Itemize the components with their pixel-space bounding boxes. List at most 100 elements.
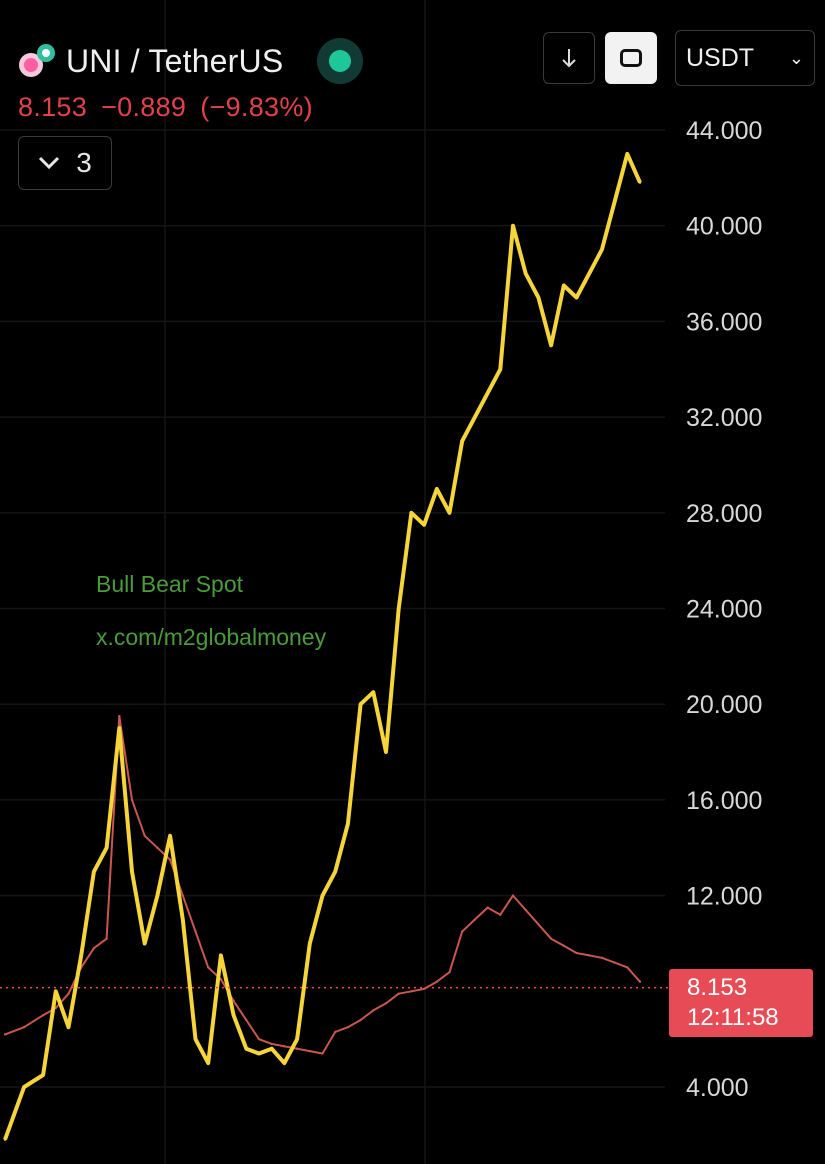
data-point: [22, 1025, 26, 1029]
currency-select[interactable]: USDT ⌄: [675, 30, 815, 86]
data-point: [295, 1047, 299, 1050]
data-point: [143, 834, 146, 837]
data-point: [359, 703, 362, 706]
data-point: [130, 870, 134, 873]
data-point: [435, 487, 438, 491]
symbol-header: UNI / TetherUS: [18, 38, 364, 84]
data-point: [359, 1018, 362, 1022]
price-tag-countdown: 12:11:58: [687, 1004, 779, 1031]
data-point: [600, 956, 604, 960]
data-point: [410, 990, 413, 993]
data-point: [283, 1045, 286, 1048]
data-point: [410, 511, 413, 514]
data-point: [613, 961, 616, 964]
data-point: [245, 1018, 248, 1022]
series-line-price: [4, 715, 641, 1055]
data-point: [295, 1037, 299, 1041]
data-point: [435, 980, 438, 983]
data-point: [384, 1002, 388, 1005]
data-point: [3, 1033, 7, 1036]
price-summary: 8.153 −0.889 (−9.83%): [18, 92, 327, 123]
price-tag-value: 8.153: [687, 974, 748, 1001]
data-point: [143, 942, 146, 945]
data-point: [473, 918, 477, 921]
data-point: [575, 296, 578, 299]
y-tick-label: 40.000: [686, 213, 762, 241]
download-button[interactable]: [543, 32, 595, 84]
data-point: [448, 511, 451, 514]
data-point: [549, 344, 553, 347]
compare-button[interactable]: [605, 32, 657, 84]
data-point: [638, 980, 642, 983]
data-point: [537, 923, 540, 926]
currency-select-value: USDT: [686, 43, 755, 72]
data-point: [422, 523, 426, 526]
data-point: [118, 726, 121, 730]
data-point: [486, 391, 489, 395]
data-point: [105, 937, 108, 940]
data-point: [168, 834, 172, 837]
data-point: [638, 181, 642, 184]
symbol-title[interactable]: UNI / TetherUS: [66, 42, 284, 79]
watermark-title: Bull Bear Spot: [96, 571, 244, 597]
data-point: [524, 908, 527, 912]
data-point: [232, 1014, 235, 1017]
data-point: [308, 1049, 311, 1053]
price-change-percent: (−9.83%): [200, 92, 313, 122]
data-point: [130, 798, 134, 802]
chart-lines: [0, 151, 668, 1141]
compare-icon: [620, 49, 642, 67]
data-point: [461, 439, 464, 443]
data-point: [562, 284, 565, 287]
data-point: [600, 248, 604, 251]
data-point: [613, 200, 616, 203]
market-status-icon[interactable]: [317, 38, 364, 84]
data-point: [473, 415, 477, 419]
data-point: [270, 1042, 273, 1046]
data-point: [397, 992, 400, 995]
indicators-count: 3: [76, 147, 92, 178]
data-point: [245, 1047, 248, 1050]
data-point: [499, 913, 502, 916]
data-point: [334, 1030, 337, 1034]
data-point: [207, 966, 210, 969]
indicators-toggle-button[interactable]: 3: [18, 136, 112, 190]
y-tick-label: 20.000: [686, 691, 762, 719]
data-point: [207, 1061, 210, 1065]
data-point: [22, 1085, 26, 1089]
data-point: [537, 296, 540, 299]
data-point: [397, 607, 400, 610]
watermark-url: x.com/m2globalmoney: [96, 624, 327, 650]
data-point: [41, 1014, 45, 1017]
data-point: [194, 930, 197, 933]
data-point: [3, 1138, 7, 1141]
data-point: [321, 894, 324, 897]
data-point: [549, 937, 553, 940]
chevron-down-icon: [39, 156, 60, 170]
data-point: [448, 970, 451, 974]
y-tick-label: 28.000: [686, 500, 762, 528]
y-tick-label: 44.000: [686, 117, 762, 145]
data-point: [321, 1052, 324, 1055]
data-point: [486, 906, 489, 909]
data-point: [181, 918, 184, 921]
data-point: [105, 846, 108, 849]
data-point: [461, 930, 464, 933]
data-point: [194, 1037, 197, 1041]
data-point: [524, 272, 527, 275]
data-point: [270, 1047, 273, 1050]
data-point: [219, 954, 223, 957]
price-change: −0.889: [101, 92, 187, 122]
y-tick-label: 24.000: [686, 596, 762, 624]
chart-grid: [0, 0, 665, 1164]
data-point: [92, 947, 96, 950]
last-price-tag: 8.153 12:11:58: [669, 969, 813, 1037]
data-point: [156, 894, 159, 897]
data-point: [372, 1009, 375, 1012]
data-point: [588, 954, 591, 957]
data-point: [346, 822, 350, 826]
data-point: [626, 152, 629, 156]
data-point: [511, 224, 515, 227]
arrow-down-icon: [562, 49, 576, 68]
